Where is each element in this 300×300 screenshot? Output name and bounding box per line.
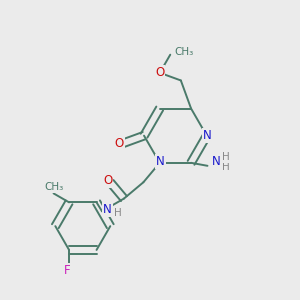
Text: O: O [155,66,164,79]
Text: N: N [156,155,165,168]
Text: N: N [203,129,212,142]
Text: N: N [212,155,221,168]
Text: F: F [64,264,71,277]
Text: H: H [114,208,122,218]
Text: CH₃: CH₃ [175,47,194,57]
Text: H: H [222,162,230,172]
Text: O: O [103,174,112,187]
Text: CH₃: CH₃ [44,182,63,192]
Text: N: N [103,203,112,216]
Text: H: H [222,152,230,162]
Text: O: O [115,137,124,150]
